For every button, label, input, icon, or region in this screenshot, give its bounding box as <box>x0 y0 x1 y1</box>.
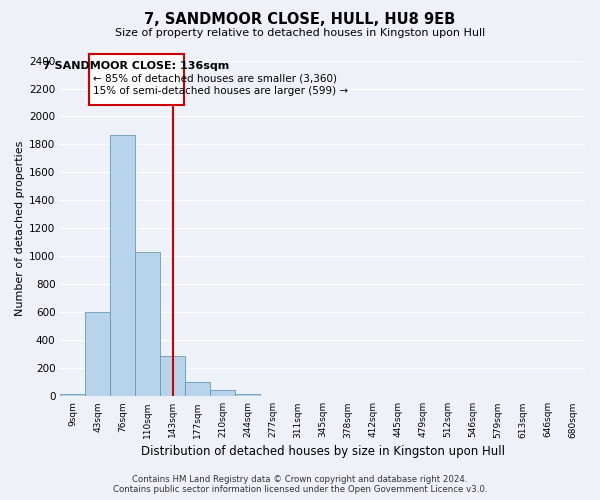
Bar <box>160 356 185 397</box>
Text: 7, SANDMOOR CLOSE, HULL, HU8 9EB: 7, SANDMOOR CLOSE, HULL, HU8 9EB <box>145 12 455 28</box>
Bar <box>60 394 85 396</box>
Bar <box>135 252 160 396</box>
Text: 7 SANDMOOR CLOSE: 136sqm: 7 SANDMOOR CLOSE: 136sqm <box>43 61 230 71</box>
X-axis label: Distribution of detached houses by size in Kingston upon Hull: Distribution of detached houses by size … <box>140 444 505 458</box>
Text: Contains HM Land Registry data © Crown copyright and database right 2024.
Contai: Contains HM Land Registry data © Crown c… <box>113 474 487 494</box>
Bar <box>110 134 135 396</box>
Text: 15% of semi-detached houses are larger (599) →: 15% of semi-detached houses are larger (… <box>93 86 348 97</box>
Bar <box>235 394 260 396</box>
Bar <box>210 390 235 396</box>
Bar <box>185 382 210 396</box>
Y-axis label: Number of detached properties: Number of detached properties <box>15 140 25 316</box>
Text: ← 85% of detached houses are smaller (3,360): ← 85% of detached houses are smaller (3,… <box>93 74 337 84</box>
Bar <box>85 312 110 396</box>
Text: Size of property relative to detached houses in Kingston upon Hull: Size of property relative to detached ho… <box>115 28 485 38</box>
FancyBboxPatch shape <box>89 54 184 106</box>
